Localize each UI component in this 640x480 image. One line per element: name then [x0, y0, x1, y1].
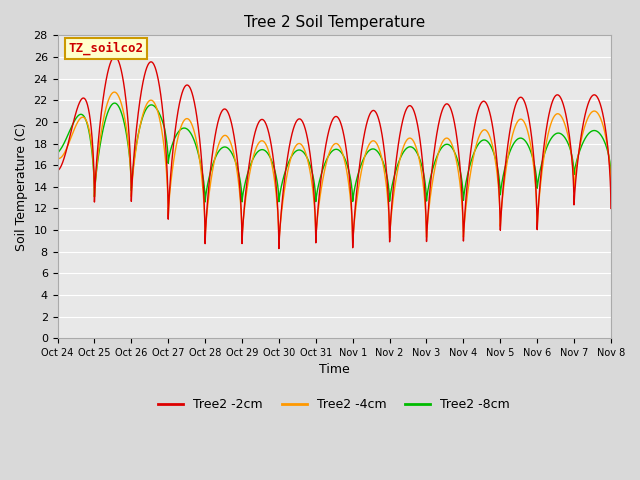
Tree2 -2cm [607, 192, 614, 198]
Tree2 -2cm [388, 195, 396, 201]
Tree2 -8cm [202, 199, 209, 205]
Tree2 -8cm [398, 152, 406, 157]
Tree2 -2cm [607, 205, 614, 211]
Tree2 -4cm [172, 143, 180, 149]
Tree2 -4cm [54, 157, 61, 163]
Legend: Tree2 -2cm, Tree2 -4cm, Tree2 -8cm: Tree2 -2cm, Tree2 -4cm, Tree2 -8cm [154, 393, 515, 416]
X-axis label: Time: Time [319, 363, 349, 376]
Tree2 -2cm [172, 120, 180, 126]
Tree2 -4cm [275, 240, 283, 246]
Tree2 -2cm [555, 92, 563, 98]
Tree2 -2cm [209, 153, 216, 158]
Tree2 -4cm [388, 203, 396, 208]
Tree2 -2cm [54, 168, 61, 173]
Title: Tree 2 Soil Temperature: Tree 2 Soil Temperature [244, 15, 425, 30]
Tree2 -4cm [111, 89, 118, 95]
Tree2 -8cm [607, 168, 614, 173]
Tree2 -8cm [388, 181, 396, 187]
Tree2 -8cm [54, 151, 61, 156]
Tree2 -8cm [172, 132, 180, 138]
Y-axis label: Soil Temperature (C): Soil Temperature (C) [15, 122, 28, 251]
Tree2 -2cm [275, 246, 283, 252]
Tree2 -2cm [111, 54, 118, 60]
Line: Tree2 -2cm: Tree2 -2cm [58, 57, 611, 249]
Tree2 -8cm [111, 100, 118, 106]
Line: Tree2 -4cm: Tree2 -4cm [58, 92, 611, 243]
Tree2 -4cm [607, 189, 614, 195]
Line: Tree2 -8cm: Tree2 -8cm [58, 103, 611, 202]
Tree2 -4cm [398, 148, 406, 154]
Tree2 -8cm [209, 163, 216, 168]
Tree2 -4cm [555, 111, 563, 117]
Tree2 -8cm [555, 130, 563, 136]
Text: TZ_soilco2: TZ_soilco2 [68, 42, 143, 55]
Tree2 -2cm [398, 120, 406, 126]
Tree2 -4cm [209, 170, 216, 176]
Tree2 -8cm [607, 173, 614, 179]
Tree2 -4cm [607, 180, 614, 185]
